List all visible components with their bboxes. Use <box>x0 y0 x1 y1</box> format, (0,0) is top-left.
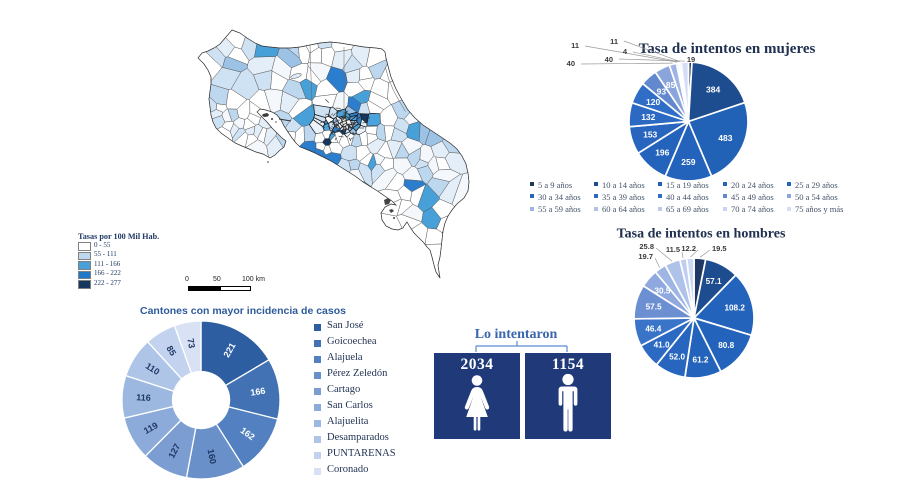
svg-text:93: 93 <box>657 87 667 97</box>
svg-text:57.5: 57.5 <box>646 303 662 312</box>
svg-text:116: 116 <box>136 392 151 403</box>
svg-text:166: 166 <box>250 386 266 398</box>
svg-text:11.5: 11.5 <box>666 245 680 254</box>
svg-text:40: 40 <box>567 59 575 68</box>
svg-text:11: 11 <box>610 37 618 46</box>
svg-text:19.7: 19.7 <box>638 252 653 261</box>
svg-text:4: 4 <box>623 47 628 56</box>
svg-text:61.2: 61.2 <box>693 356 709 365</box>
svg-text:120: 120 <box>646 97 660 107</box>
svg-text:85: 85 <box>666 80 676 90</box>
svg-text:Tasa de intentos en hombres: Tasa de intentos en hombres <box>617 227 786 242</box>
svg-text:40: 40 <box>605 55 613 64</box>
svg-text:259: 259 <box>681 157 695 167</box>
svg-text:85: 85 <box>164 344 178 358</box>
svg-text:19.5: 19.5 <box>712 244 727 253</box>
svg-text:46.4: 46.4 <box>645 324 661 333</box>
svg-text:Tasa de intentos en mujeres: Tasa de intentos en mujeres <box>639 41 816 57</box>
svg-text:483: 483 <box>718 133 732 143</box>
svg-text:30.5: 30.5 <box>654 286 670 295</box>
svg-text:132: 132 <box>641 112 655 122</box>
svg-text:196: 196 <box>655 147 669 157</box>
svg-text:11: 11 <box>571 41 579 50</box>
svg-text:160: 160 <box>206 448 219 465</box>
svg-text:153: 153 <box>643 129 657 139</box>
svg-text:12.2: 12.2 <box>681 244 696 253</box>
svg-text:108.2: 108.2 <box>724 304 745 313</box>
svg-text:57.1: 57.1 <box>706 277 722 286</box>
svg-text:41.0: 41.0 <box>654 341 670 350</box>
svg-text:73: 73 <box>185 338 197 350</box>
svg-text:52.0: 52.0 <box>669 352 685 361</box>
svg-text:25.8: 25.8 <box>639 242 654 251</box>
svg-text:80.8: 80.8 <box>718 341 734 350</box>
svg-text:19: 19 <box>687 55 695 64</box>
svg-text:384: 384 <box>706 84 720 94</box>
